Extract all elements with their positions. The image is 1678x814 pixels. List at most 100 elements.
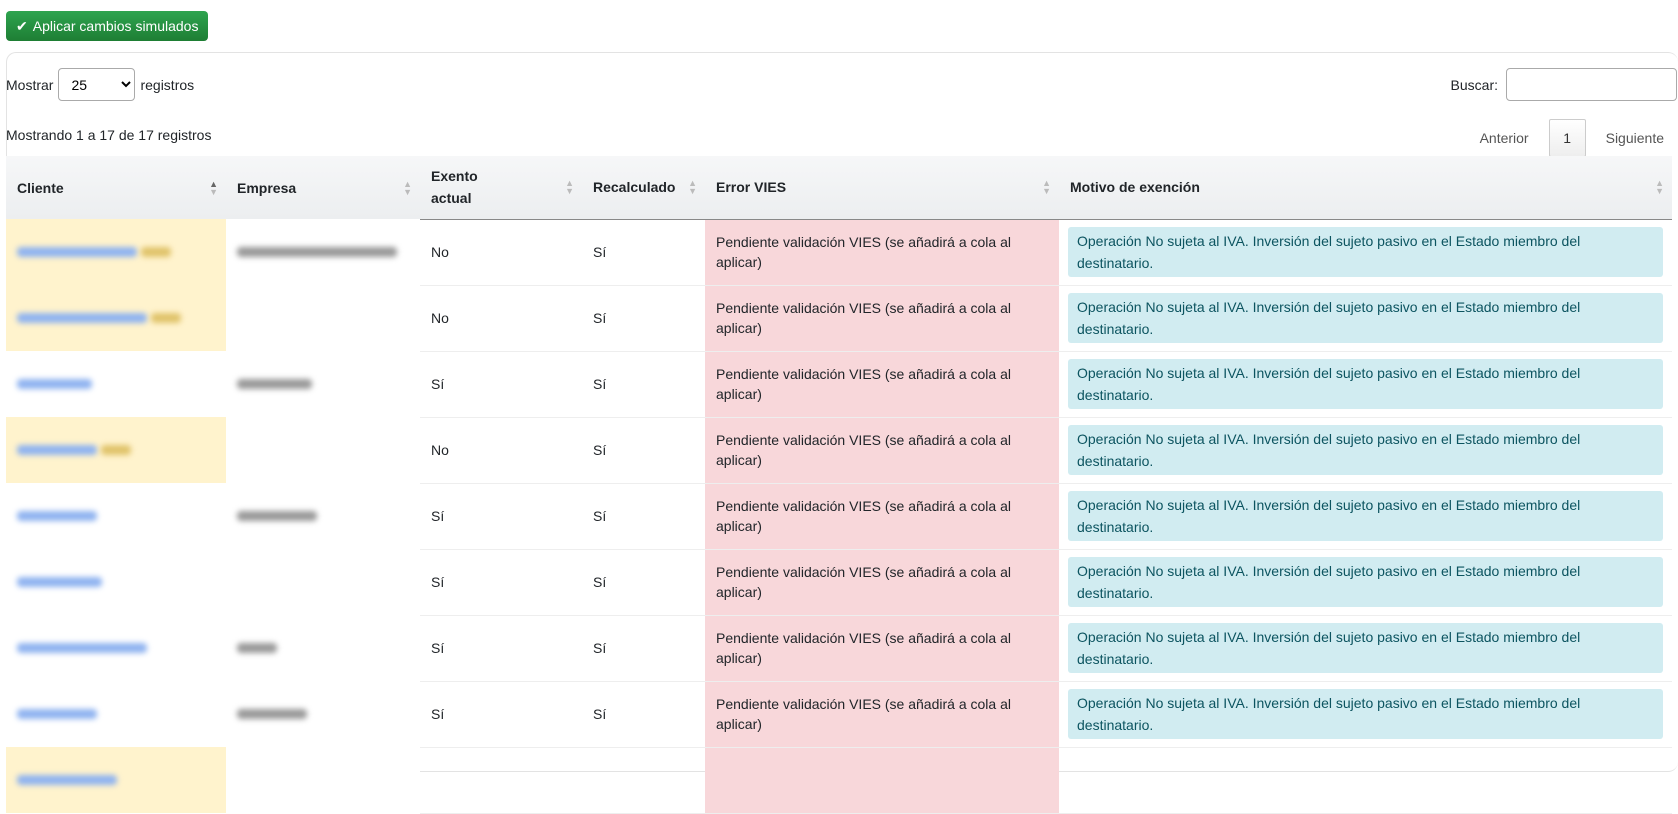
length-prefix: Mostrar [6,76,54,93]
table-row: Sí Sí Pendiente validación VIES (se añad… [6,483,1672,550]
company-name [237,511,317,521]
client-cell [6,219,226,285]
motivo-alert: Operación No sujeta al IVA. Inversión de… [1068,623,1663,673]
motivo-cell: Operación No sujeta al IVA. Inversión de… [1059,219,1672,286]
recalculado-cell: Sí [582,351,705,418]
error-vies-cell: Pendiente validación VIES (se añadirá a … [705,219,1059,286]
column-header-recalculado[interactable]: Recalculado ▲ ▼ [582,156,705,220]
client-cell [6,549,226,615]
recalculado-cell: Sí [582,219,705,286]
recalculado-cell: Sí [582,549,705,616]
motivo-cell: Operación No sujeta al IVA. Inversión de… [1059,285,1672,352]
table-row [6,747,1672,814]
sort-icon: ▲ ▼ [1042,178,1051,197]
motivo-cell: Operación No sujeta al IVA. Inversión de… [1059,351,1672,418]
exento-cell: No [420,219,582,286]
column-label: Cliente [17,179,64,196]
company-name [237,247,397,257]
company-name [237,709,307,719]
motivo-cell: Operación No sujeta al IVA. Inversión de… [1059,417,1672,484]
column-header-empresa[interactable]: Empresa ▲ ▼ [226,156,420,219]
client-link[interactable] [17,709,97,719]
search-label: Buscar: [1450,76,1498,93]
recalculado-cell: Sí [582,681,705,748]
table-row: No Sí Pendiente validación VIES (se añad… [6,417,1672,484]
client-badge [150,313,181,323]
table-row: No Sí Pendiente validación VIES (se añad… [6,285,1672,352]
client-cell [6,285,226,351]
company-cell [226,615,420,681]
error-vies-cell: Pendiente validación VIES (se añadirá a … [705,351,1059,418]
motivo-alert: Operación No sujeta al IVA. Inversión de… [1068,227,1663,277]
page-length-select[interactable]: 25 [58,68,136,101]
motivo-alert: Operación No sujeta al IVA. Inversión de… [1068,491,1663,541]
client-cell [6,681,226,747]
client-link[interactable] [17,247,137,257]
company-name [237,379,312,389]
pagination-next[interactable]: Siguiente [1605,130,1664,146]
recalculado-cell [582,747,705,814]
exento-cell: Sí [420,615,582,682]
column-label: Exento actual [431,168,478,207]
page-length-control: Mostrar 25 registros [6,68,194,101]
company-cell [226,351,420,417]
table-row: Sí Sí Pendiente validación VIES (se añad… [6,681,1672,748]
error-vies-cell: Pendiente validación VIES (se añadirá a … [705,615,1059,682]
error-vies-cell: Pendiente validación VIES (se añadirá a … [705,285,1059,352]
error-vies-cell: Pendiente validación VIES (se añadirá a … [705,681,1059,748]
exento-cell: Sí [420,549,582,616]
client-link[interactable] [17,577,102,587]
table-info: Mostrando 1 a 17 de 17 registros [6,127,212,143]
column-header-exento-actual[interactable]: Exento actual ▲ ▼ [420,156,582,220]
column-header-cliente[interactable]: Cliente ▲ ▼ [6,156,226,219]
column-label: Error VIES [716,179,787,196]
column-label: Empresa [237,179,297,196]
pagination-page-1[interactable]: 1 [1548,119,1586,157]
recalculado-cell: Sí [582,615,705,682]
exento-cell: Sí [420,483,582,550]
column-label: Recalculado [593,179,676,196]
motivo-alert: Operación No sujeta al IVA. Inversión de… [1068,557,1663,607]
table-row: No Sí Pendiente validación VIES (se añad… [6,219,1672,286]
motivo-cell [1059,747,1672,814]
recalculado-cell: Sí [582,483,705,550]
client-badge [140,247,171,257]
apply-simulated-changes-button[interactable]: ✔ Aplicar cambios simulados [6,11,209,41]
error-vies-cell: Pendiente validación VIES (se añadirá a … [705,417,1059,484]
exento-cell: No [420,285,582,352]
client-link[interactable] [17,775,117,785]
error-vies-cell [705,747,1059,814]
motivo-alert: Operación No sujeta al IVA. Inversión de… [1068,359,1663,409]
client-link[interactable] [17,379,92,389]
error-vies-cell: Pendiente validación VIES (se añadirá a … [705,483,1059,550]
motivo-alert: Operación No sujeta al IVA. Inversión de… [1068,293,1663,343]
client-cell [6,417,226,483]
recalculado-cell: Sí [582,285,705,352]
table-row: Sí Sí Pendiente validación VIES (se añad… [6,615,1672,682]
client-cell [6,615,226,681]
column-header-error-vies[interactable]: Error VIES ▲ ▼ [705,156,1059,220]
client-link[interactable] [17,313,147,323]
client-link[interactable] [17,643,147,653]
company-cell [226,285,420,351]
motivo-cell: Operación No sujeta al IVA. Inversión de… [1059,483,1672,550]
pagination-prev[interactable]: Anterior [1479,130,1529,146]
motivo-alert: Operación No sujeta al IVA. Inversión de… [1068,425,1663,475]
client-link[interactable] [17,511,97,521]
sort-icon: ▲ ▼ [565,178,574,197]
column-header-motivo-exencion[interactable]: Motivo de exención ▲ ▼ [1059,156,1672,220]
company-cell [226,219,420,285]
sort-icon: ▲ ▼ [1655,178,1664,197]
check-icon: ✔ [16,17,28,34]
sort-icon: ▲ ▼ [403,178,412,197]
client-link[interactable] [17,445,97,455]
company-name [237,643,277,653]
company-cell [226,549,420,615]
company-cell [226,681,420,747]
motivo-cell: Operación No sujeta al IVA. Inversión de… [1059,615,1672,682]
search-input[interactable] [1506,68,1677,101]
company-cell [226,483,420,549]
search-control: Buscar: [1451,68,1677,101]
table-row: Sí Sí Pendiente validación VIES (se añad… [6,549,1672,616]
client-badge [100,445,131,455]
